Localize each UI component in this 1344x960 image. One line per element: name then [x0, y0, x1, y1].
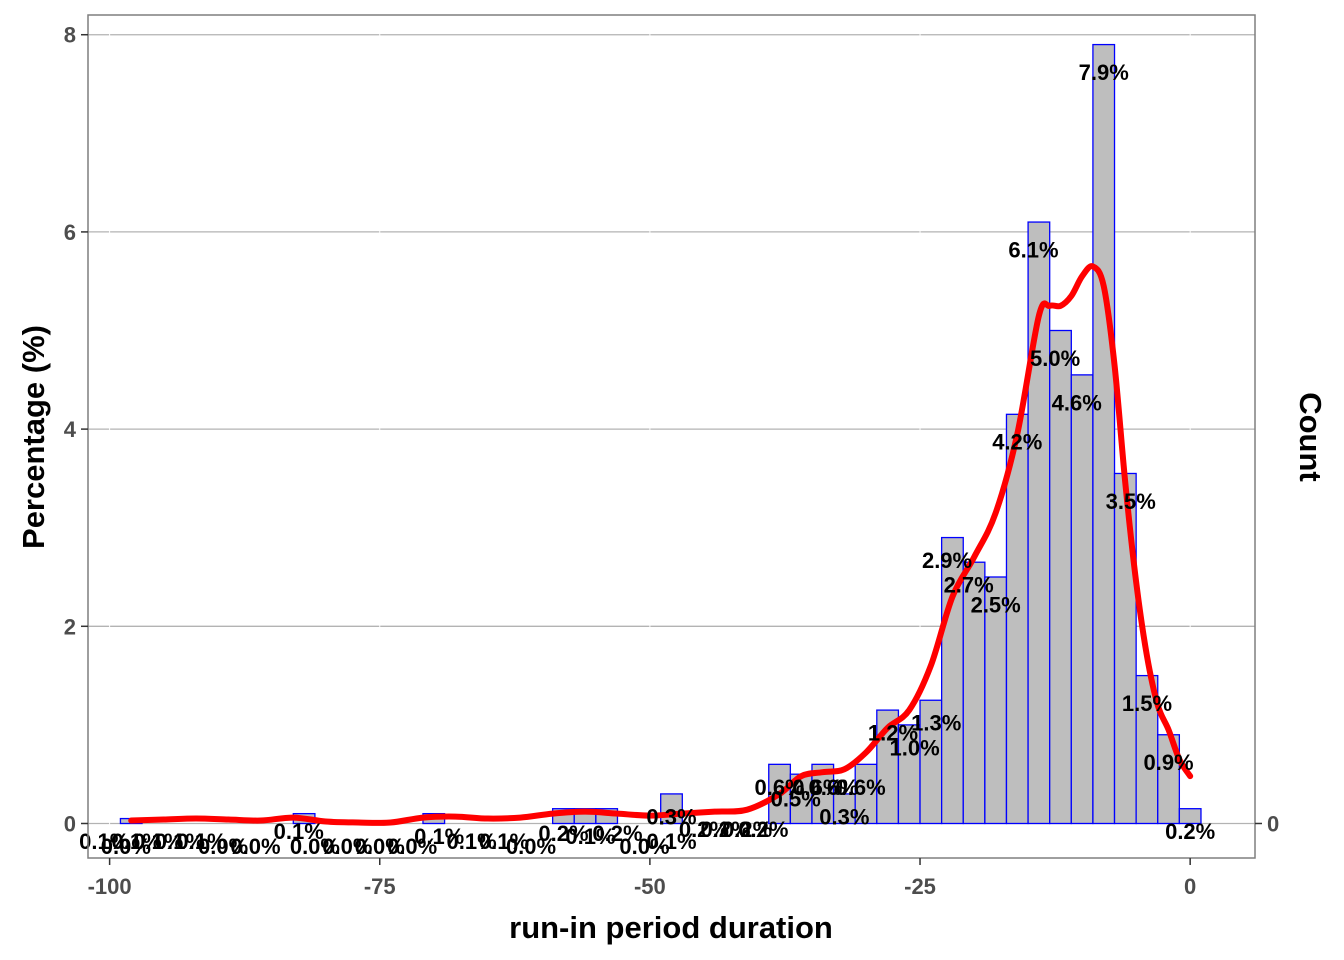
bar [1070, 374, 1094, 825]
x-tick-label: 0 [1184, 874, 1196, 899]
bar-value-label: 0.2% [722, 817, 772, 842]
y-right-axis-title: Count [1293, 392, 1328, 482]
bar-value-label: 0.0% [322, 834, 372, 859]
bar-value-label: 0.1% [646, 829, 696, 854]
bar [1092, 43, 1116, 825]
bar-value-label: 0.2% [738, 817, 788, 842]
bar [1178, 808, 1202, 825]
x-tick-label: -100 [88, 874, 132, 899]
bar-value-label: 2.5% [971, 592, 1021, 617]
y-tick-label: 6 [64, 220, 76, 245]
bar-value-label: 1.3% [911, 711, 961, 736]
x-axis-title: run-in period duration [509, 910, 833, 945]
y-axis-title: Percentage (%) [16, 325, 51, 549]
bar-value-label: 2.7% [944, 573, 994, 598]
bar-value-label: 6.1% [1008, 237, 1058, 262]
bar-value-label: 0.1% [447, 829, 497, 854]
bar-value-label: 0.0% [506, 834, 556, 859]
x-tick-label: -75 [364, 874, 396, 899]
bar-value-label: 0.0% [387, 834, 437, 859]
bar-value-label: 0.0% [198, 834, 248, 859]
y-right-tick-label: 0 [1267, 811, 1279, 836]
bar-value-label: 0.3% [646, 804, 696, 829]
y-tick-label: 8 [64, 23, 76, 48]
bar-value-label: 3.5% [1106, 489, 1156, 514]
bar-value-label: 0.6% [836, 775, 886, 800]
bar-value-label: 0.1% [479, 829, 529, 854]
bar-value-label: 7.9% [1079, 60, 1129, 85]
bar-value-label: 0.3% [819, 804, 869, 829]
bar-value-label: 0.1% [414, 824, 464, 849]
x-axis-ticks: -100 -75 -50 -25 0 [88, 858, 1196, 899]
bar-value-label: 0.0% [619, 834, 669, 859]
bar-value-label: 2.9% [922, 548, 972, 573]
bar-value-label: 0.1% [274, 819, 324, 844]
bar-value-label: 0.2% [538, 821, 588, 846]
bar-value-label: 5.0% [1030, 346, 1080, 371]
bar-value-label: 0.1% [176, 829, 226, 854]
bar-value-label: 0.5% [771, 787, 821, 812]
x-tick-label: -25 [904, 874, 936, 899]
bar [1113, 472, 1137, 825]
bar-value-label: 1.5% [1122, 691, 1172, 716]
bar-value-label: 0.6% [792, 775, 842, 800]
bar-value-label: 0.0% [230, 834, 280, 859]
bar-value-label: 0.1% [565, 824, 615, 849]
y-tick-label: 2 [64, 614, 76, 639]
bar-value-label: 0.2% [700, 817, 750, 842]
bar-labels: 0.1%0.0%0.1%0.1%0.1%0.1%0.0%0.0%0.1%0.0%… [79, 60, 1215, 859]
bar-value-label: 4.2% [992, 430, 1042, 455]
bar-value-label: 0.0% [101, 834, 151, 859]
bar-value-label: 0.0% [355, 834, 405, 859]
y-tick-label: 0 [64, 811, 76, 836]
bar-value-label: 0.6% [754, 775, 804, 800]
bar-value-label: 0.2% [679, 817, 729, 842]
bar-value-label: 0.1% [133, 829, 183, 854]
y-axis-ticks: 0 2 4 6 8 [64, 23, 88, 836]
bar-value-label: 0.0% [290, 834, 340, 859]
bar-value-label: 1.0% [890, 735, 940, 760]
bar-value-label: 0.6% [809, 775, 859, 800]
bar-value-label: 4.6% [1052, 390, 1102, 415]
bar-value-label: 0.2% [1165, 819, 1215, 844]
x-tick-label: -50 [634, 874, 666, 899]
bar-value-label: 0.1% [112, 829, 162, 854]
plot-border [87, 14, 1256, 859]
y-tick-label: 4 [64, 417, 77, 442]
histogram-bars [119, 43, 1202, 825]
bar-value-label: 1.2% [868, 721, 918, 746]
y-right-axis-ticks: 0 [1255, 811, 1279, 836]
density-curve [128, 263, 1194, 826]
bar-value-label: 0.2% [592, 821, 642, 846]
bar-value-label: 0.1% [155, 829, 205, 854]
grid-lines [88, 15, 1255, 858]
bar-value-label: 0.9% [1143, 750, 1193, 775]
